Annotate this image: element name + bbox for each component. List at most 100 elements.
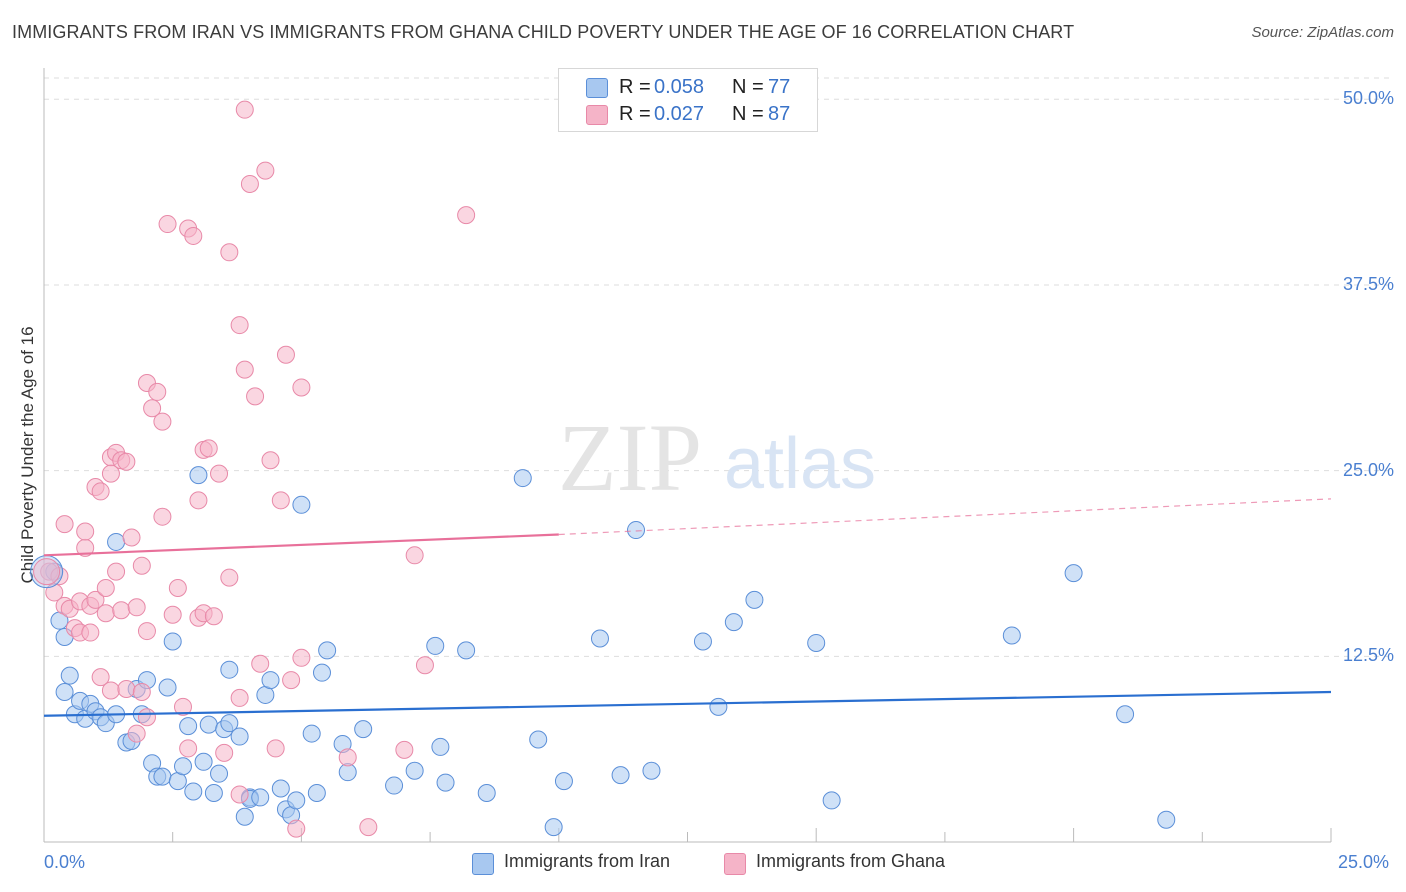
ghana-point [230,688,249,707]
iran-point [1157,810,1176,829]
iran-point [590,629,609,648]
n-label: N = [732,76,764,98]
iran-point [271,779,290,798]
ghana-point [101,464,120,483]
ghana-point [112,601,131,620]
iran-point [292,495,311,514]
ghana-point [395,740,414,759]
ghana-point [287,819,306,838]
ghana-point [246,387,265,406]
ghana-point [230,785,249,804]
ghana-point [55,515,74,534]
iran-point [627,521,646,540]
ghana-point [127,724,146,743]
iran-point [1002,626,1021,645]
ghana-point [86,590,105,609]
iran-point [807,633,826,652]
iran-point [163,632,182,651]
ghana-point [210,464,229,483]
ghana-point [235,100,254,119]
iran-point [220,660,239,679]
chart-title: IMMIGRANTS FROM IRAN VS IMMIGRANTS FROM … [12,22,1075,42]
y-tick-label: 37.5% [1342,273,1394,294]
ghana-point [457,206,476,225]
ghana-point [96,604,115,623]
iran-point [822,791,841,810]
iran-point [513,469,532,488]
iran-point [709,697,728,716]
iran-point [194,752,213,771]
ghana-point [271,491,290,510]
ghana-point [127,598,146,617]
r-label: R = [619,76,651,98]
y-tick-label: 25.0% [1342,459,1394,480]
x-tick-min: 0.0% [44,852,86,872]
iran-point [230,727,249,746]
iran-point [204,783,223,802]
ghana-point [292,648,311,667]
ghana-point [132,556,151,575]
data-points [30,100,1176,838]
ghana-point [117,680,136,698]
trend-lines [43,498,1332,717]
ghana-point [282,671,301,690]
iran-point [477,783,496,802]
ghana-point [266,739,285,758]
ghana-point [184,226,203,245]
ghana-point [261,451,280,470]
iran-point [302,724,321,743]
ghana-point [220,243,239,262]
ghana-point [220,568,239,587]
iran-point [724,613,743,632]
iran-point [544,818,563,837]
iran-point [312,663,331,682]
ghana-point [137,622,156,641]
iran-point [251,788,270,807]
iran-swatch [586,78,608,98]
iran-point [158,678,177,697]
ghana-point [33,558,61,586]
ghana-point [359,818,378,837]
iran-n-value: 77 [768,76,791,98]
iran-point [1064,564,1083,583]
iran-point [1116,705,1135,724]
iran-point [60,666,79,685]
ghana-point [143,399,162,418]
ghana-point [148,382,167,401]
iran-point [173,757,192,776]
iran-point [261,671,280,690]
ghana-point [235,360,254,379]
iran-point [354,720,373,739]
iran-point [385,776,404,795]
ghana-swatch [586,105,608,125]
ghana-point [240,174,259,193]
iran-point [426,636,445,655]
iran-point [287,791,306,810]
iran-point [554,772,573,791]
ghana-point [132,682,151,701]
ghana-point [153,412,172,431]
iran-point [693,632,712,651]
iran-point [457,641,476,660]
ghana-point [163,605,182,624]
ghana-point [199,439,218,458]
ghana-point [107,562,126,581]
ghana-point [76,522,95,541]
iran-legend-swatch [472,853,494,875]
iran-point [307,783,326,802]
r-label: R = [619,103,651,125]
ghana-point [173,697,192,716]
iran-point [153,767,172,786]
ghana-point [45,583,64,602]
ghana-point [137,708,156,727]
ghana-point [158,215,177,234]
ghana-trend-line [43,533,559,557]
ghana-point [204,607,223,626]
watermark-atlas: atlas [724,424,876,504]
ghana-point [117,452,136,471]
iran-point [199,715,218,734]
ghana-legend-label: Immigrants from Ghana [756,851,946,871]
iran-point [529,730,548,749]
ghana-point [251,654,270,673]
